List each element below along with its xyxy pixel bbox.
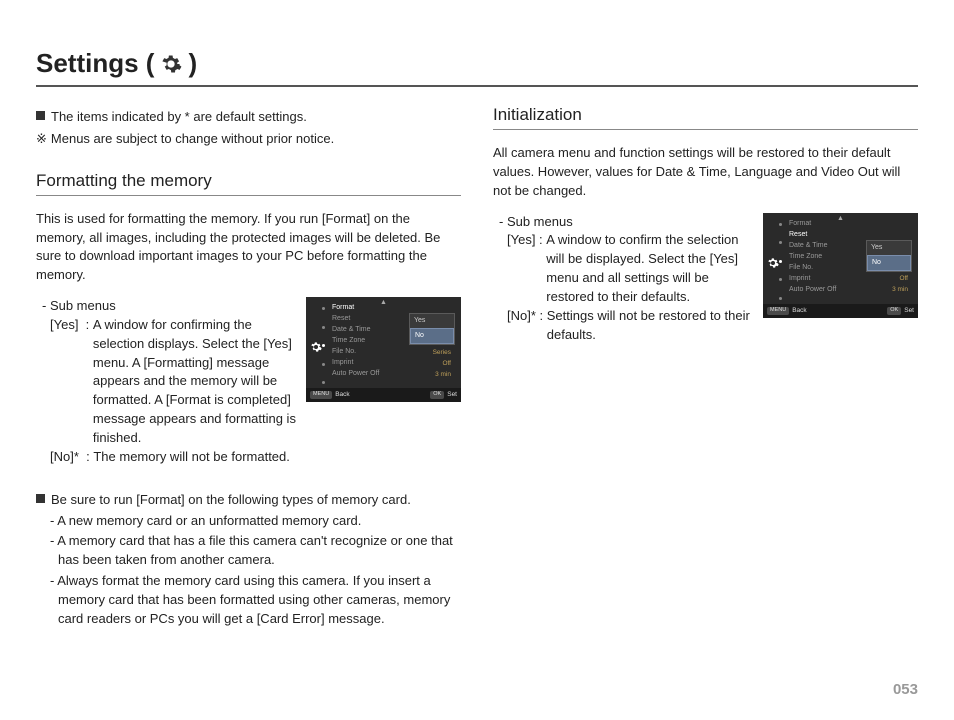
left-column: The items indicated by * are default set… <box>36 105 461 629</box>
no-text: The memory will not be formatted. <box>93 448 296 467</box>
init-desc: All camera menu and function settings wi… <box>493 144 918 201</box>
square-bullet-icon <box>36 111 45 120</box>
camera-menu-item: File No.Series <box>332 347 455 358</box>
section-initialization: Initialization <box>493 105 918 130</box>
camera-menu-reset: ▲ FormatResetDate & TimeTime ZoneLondonF… <box>763 213 918 318</box>
no-text: Settings will not be restored to their d… <box>547 307 753 345</box>
page-title: Settings ( ) <box>36 48 918 87</box>
popup-yes: Yes <box>410 314 454 328</box>
default-note: The items indicated by * are default set… <box>36 108 461 127</box>
caret-up-icon: ▲ <box>837 214 844 224</box>
popup-no: No <box>410 328 454 344</box>
submenu-label: - Sub menus <box>42 297 296 316</box>
submenu-label: - Sub menus <box>499 213 753 232</box>
yes-key: [Yes] : <box>50 316 93 448</box>
popup-yes: Yes <box>867 241 911 255</box>
title-suffix: ) <box>188 48 197 79</box>
title-prefix: Settings ( <box>36 48 154 79</box>
yes-no-popup: Yes No <box>409 313 455 345</box>
section-formatting: Formatting the memory <box>36 171 461 196</box>
bullet-unrecognized: - A memory card that has a file this cam… <box>50 532 461 570</box>
formatting-desc: This is used for formatting the memory. … <box>36 210 461 285</box>
camera-footer: MENUBack OKSet <box>763 304 918 318</box>
camera-menu-format: ▲ FormatResetDate & TimeTime ZoneLondonF… <box>306 297 461 402</box>
settings-tab-icon <box>767 257 779 273</box>
square-bullet-icon <box>36 494 45 503</box>
format-guidance: Be sure to run [Format] on the following… <box>36 491 461 629</box>
page-number: 053 <box>893 681 918 698</box>
reference-mark-icon: ※ <box>36 131 47 146</box>
yes-no-popup: Yes No <box>866 240 912 272</box>
bullet-always-format: - Always format the memory card using th… <box>50 572 461 629</box>
camera-menu-item: ImprintOff <box>332 358 455 369</box>
gear-icon <box>160 53 182 75</box>
camera-menu-item: Auto Power Off3 min <box>332 369 455 380</box>
settings-tab-icon <box>310 341 322 357</box>
right-column: Initialization All camera menu and funct… <box>493 105 918 629</box>
change-note: ※Menus are subject to change without pri… <box>36 130 461 149</box>
yes-key: [Yes] : <box>507 231 546 306</box>
camera-menu-item: Format <box>789 219 912 230</box>
no-key: [No]* : <box>50 448 93 467</box>
no-key: [No]* : <box>507 307 547 345</box>
side-dots <box>322 307 324 384</box>
yes-text: A window for confirming the selection di… <box>93 316 296 448</box>
yes-text: A window to confirm the selection will b… <box>546 231 753 306</box>
camera-menu-item: ImprintOff <box>789 274 912 285</box>
caret-up-icon: ▲ <box>380 298 387 308</box>
camera-menu-item: Auto Power Off3 min <box>789 285 912 296</box>
popup-no: No <box>867 255 911 271</box>
side-dots <box>779 223 781 300</box>
bullet-new-card: - A new memory card or an unformatted me… <box>50 512 461 531</box>
camera-footer: MENUBack OKSet <box>306 388 461 402</box>
